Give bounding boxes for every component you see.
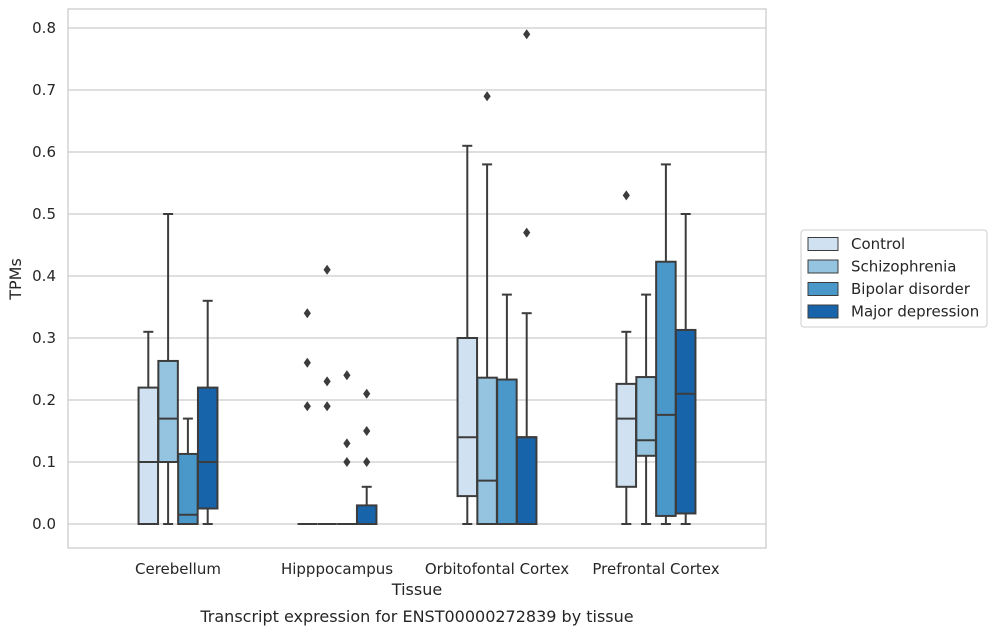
box-body bbox=[157, 359, 179, 463]
outlier-point bbox=[483, 91, 491, 102]
outlier-point bbox=[363, 426, 371, 436]
outlier-point bbox=[303, 357, 311, 368]
box-0-1 bbox=[297, 308, 318, 525]
box-body bbox=[615, 382, 638, 488]
outlier-point bbox=[323, 264, 331, 275]
y-tick-label: 0.2 bbox=[32, 391, 56, 409]
box-1-1 bbox=[317, 264, 337, 525]
box-body bbox=[196, 386, 219, 510]
plot-boxes bbox=[137, 29, 697, 526]
x-tick-label: Cerebellum bbox=[135, 560, 221, 578]
y-tick-label: 0.1 bbox=[32, 453, 56, 471]
outlier-point bbox=[363, 457, 371, 467]
legend-label: Control bbox=[851, 235, 905, 253]
y-tick-label: 0.6 bbox=[32, 143, 56, 161]
outlier-point bbox=[343, 457, 351, 467]
plot-frame bbox=[67, 8, 767, 549]
outlier-point bbox=[323, 401, 331, 412]
y-tick-label: 0.5 bbox=[32, 205, 56, 223]
box-body bbox=[515, 436, 538, 526]
box-1-0 bbox=[157, 213, 179, 525]
legend-swatch bbox=[807, 237, 839, 251]
y-tick-label: 0.0 bbox=[32, 515, 56, 533]
y-tick-label: 0.4 bbox=[32, 267, 56, 285]
outlier-point bbox=[303, 308, 311, 319]
x-tick-label: Orbitofontal Cortex bbox=[425, 560, 569, 578]
box-body bbox=[635, 376, 657, 457]
box-body bbox=[177, 452, 199, 525]
legend-swatch bbox=[807, 259, 839, 274]
x-axis-label: Tissue bbox=[391, 580, 442, 599]
legend-label: Bipolar disorder bbox=[851, 280, 971, 298]
box-3-1 bbox=[355, 388, 378, 525]
box-body bbox=[674, 328, 697, 515]
x-tick-label: Prefrontal Cortex bbox=[592, 560, 719, 578]
chart-caption: Transcript expression for ENST0000027283… bbox=[199, 607, 633, 626]
box-3-3 bbox=[674, 213, 697, 525]
box-0-0 bbox=[137, 330, 160, 525]
y-tick-label: 0.7 bbox=[32, 81, 56, 99]
legend: Control Schizophrenia Bipolar disorder Majo… bbox=[800, 229, 988, 328]
box-3-0 bbox=[196, 299, 219, 525]
box-1-2 bbox=[476, 91, 498, 525]
box-3-2 bbox=[515, 29, 538, 526]
outlier-point bbox=[323, 376, 331, 387]
box-body bbox=[137, 386, 160, 525]
legend-frame bbox=[800, 229, 988, 328]
box-body bbox=[476, 376, 498, 525]
y-axis-label: TPMs bbox=[6, 258, 25, 301]
box-body bbox=[456, 337, 479, 498]
box-body bbox=[655, 260, 677, 517]
box-0-2 bbox=[456, 144, 479, 525]
outlier-point bbox=[343, 370, 351, 381]
x-axis-ticks: Cerebellum Hipppocampus Orbitofontal Corte… bbox=[135, 560, 720, 578]
y-axis-ticks: 0.0 0.1 0.2 0.3 0.4 0.5 0.6 0.7 0.8 bbox=[32, 19, 56, 533]
outlier-point bbox=[523, 227, 531, 238]
box-0-3 bbox=[615, 190, 638, 525]
outlier-point bbox=[303, 401, 311, 412]
y-tick-label: 0.3 bbox=[32, 329, 56, 347]
outlier-point bbox=[363, 388, 371, 399]
box-2-1 bbox=[337, 370, 357, 525]
box-2-2 bbox=[496, 293, 518, 526]
box-2-3 bbox=[655, 163, 677, 525]
legend-label: Major depression bbox=[851, 303, 979, 321]
outlier-point bbox=[343, 438, 351, 449]
legend-label: Schizophrenia bbox=[851, 258, 956, 276]
outlier-point bbox=[523, 29, 531, 40]
box-body bbox=[496, 378, 518, 526]
x-tick-label: Hipppocampus bbox=[281, 560, 393, 578]
box-1-3 bbox=[635, 293, 657, 525]
box-body bbox=[355, 504, 378, 525]
legend-swatch bbox=[807, 304, 839, 319]
y-tick-label: 0.8 bbox=[32, 19, 56, 37]
outlier-point bbox=[622, 190, 630, 201]
legend-swatch bbox=[807, 282, 839, 296]
box-2-0 bbox=[177, 417, 199, 525]
